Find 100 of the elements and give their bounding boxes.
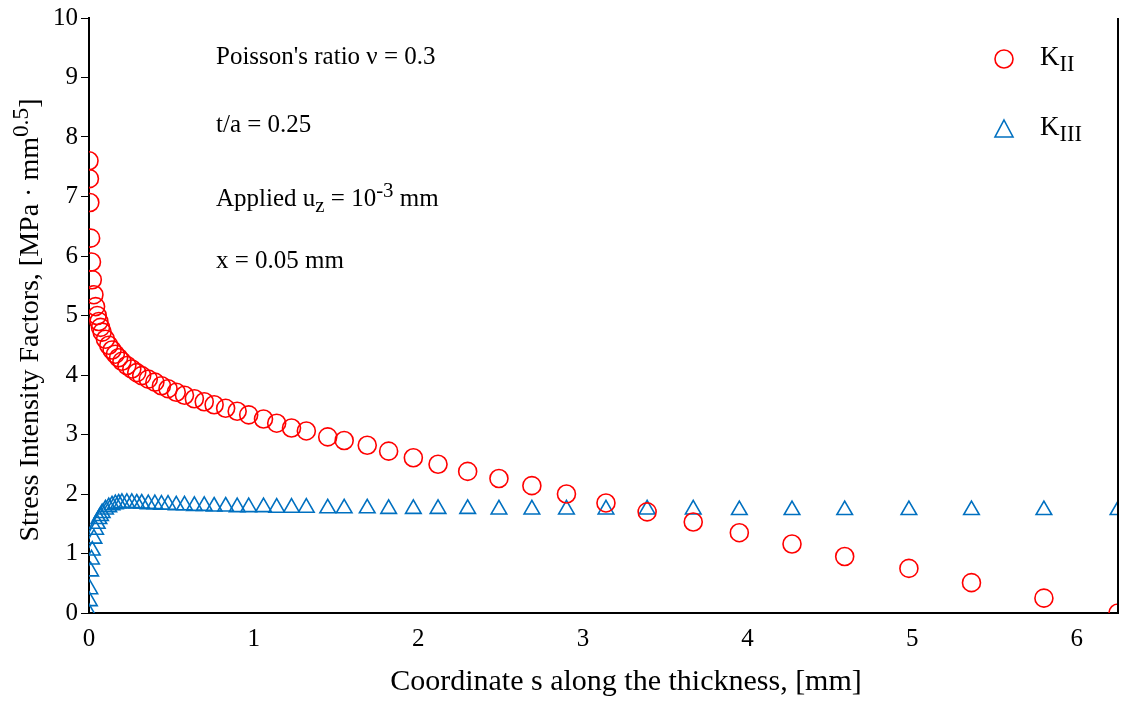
y-tick-label: 4 bbox=[65, 359, 79, 387]
point bbox=[138, 369, 159, 389]
y-tick-label: 10 bbox=[53, 2, 78, 30]
point bbox=[117, 355, 137, 376]
point bbox=[89, 305, 108, 326]
point bbox=[457, 461, 478, 482]
point bbox=[335, 498, 353, 514]
point bbox=[166, 382, 187, 403]
point bbox=[122, 359, 142, 379]
point bbox=[145, 372, 165, 392]
point bbox=[459, 499, 477, 515]
point bbox=[490, 499, 508, 515]
point bbox=[123, 493, 141, 509]
annotation: x = 0.05 mm bbox=[216, 246, 344, 274]
y-tick-label: 3 bbox=[65, 419, 78, 447]
point bbox=[730, 500, 748, 516]
x-tick-label: 2 bbox=[412, 623, 425, 651]
y-tick-label: 1 bbox=[65, 538, 78, 566]
point bbox=[215, 398, 236, 419]
x-tick-label: 5 bbox=[905, 623, 919, 651]
point bbox=[89, 519, 105, 535]
point bbox=[429, 499, 447, 515]
point bbox=[158, 378, 178, 399]
point bbox=[334, 430, 354, 451]
x-tick-label: 6 bbox=[1070, 623, 1084, 651]
point bbox=[227, 401, 247, 422]
y-tick-label: 7 bbox=[65, 181, 78, 209]
y-tick-label: 8 bbox=[65, 121, 78, 149]
point bbox=[194, 391, 215, 412]
point bbox=[159, 494, 177, 511]
legend-label: K$_{II}$ bbox=[1040, 40, 1075, 78]
point bbox=[167, 495, 185, 511]
point bbox=[319, 498, 337, 514]
point bbox=[238, 405, 259, 425]
point bbox=[195, 496, 213, 512]
point bbox=[128, 493, 146, 509]
point bbox=[266, 413, 287, 433]
point bbox=[281, 418, 302, 438]
point bbox=[152, 494, 171, 511]
point bbox=[96, 499, 115, 515]
point bbox=[175, 495, 194, 511]
x-tick-label: 3 bbox=[576, 623, 590, 651]
point bbox=[92, 322, 112, 342]
point bbox=[139, 494, 157, 510]
y-tick-label: 5 bbox=[65, 300, 78, 328]
point bbox=[240, 497, 258, 513]
point bbox=[184, 389, 205, 409]
point bbox=[118, 493, 136, 509]
point bbox=[126, 362, 147, 383]
point bbox=[174, 385, 195, 406]
annotation: t/a = 0.25 bbox=[216, 110, 312, 138]
point bbox=[89, 311, 109, 332]
point bbox=[254, 497, 273, 513]
point bbox=[297, 497, 315, 513]
point bbox=[729, 522, 750, 543]
point bbox=[228, 497, 246, 513]
x-tick-label: 1 bbox=[247, 623, 260, 651]
y-tick-label: 0 bbox=[65, 597, 78, 625]
point bbox=[146, 494, 164, 510]
point bbox=[317, 427, 338, 447]
point bbox=[428, 454, 448, 475]
point bbox=[90, 317, 111, 338]
point bbox=[296, 421, 317, 441]
point bbox=[151, 375, 172, 396]
point bbox=[131, 365, 152, 386]
y-tick-label: 6 bbox=[65, 240, 78, 268]
point bbox=[489, 468, 509, 489]
point bbox=[597, 499, 615, 515]
point bbox=[268, 497, 286, 513]
point bbox=[357, 435, 378, 456]
point bbox=[95, 329, 116, 350]
point bbox=[98, 335, 119, 356]
point bbox=[404, 499, 422, 515]
point bbox=[522, 475, 542, 496]
point bbox=[557, 499, 576, 515]
point bbox=[253, 409, 274, 429]
point bbox=[556, 484, 577, 504]
point bbox=[403, 447, 424, 468]
point bbox=[282, 497, 301, 513]
point bbox=[133, 493, 151, 509]
point bbox=[205, 496, 223, 512]
point bbox=[596, 493, 616, 513]
point bbox=[358, 498, 376, 514]
point bbox=[638, 499, 656, 515]
legend-label: K$_{III}$ bbox=[1040, 110, 1082, 148]
point bbox=[684, 499, 702, 515]
point bbox=[962, 500, 981, 516]
x-tick-label: 4 bbox=[741, 623, 755, 651]
point bbox=[836, 500, 854, 516]
point bbox=[523, 499, 541, 515]
point bbox=[380, 499, 398, 515]
x-tick-label: 0 bbox=[82, 623, 96, 651]
point bbox=[204, 394, 224, 415]
x-axis-title: Coordinate s along the thickness, [mm] bbox=[389, 663, 863, 697]
point bbox=[378, 441, 399, 461]
point bbox=[89, 513, 106, 530]
y-tick-label: 9 bbox=[65, 62, 78, 90]
point bbox=[637, 502, 657, 522]
point bbox=[683, 512, 704, 532]
point bbox=[900, 500, 918, 516]
